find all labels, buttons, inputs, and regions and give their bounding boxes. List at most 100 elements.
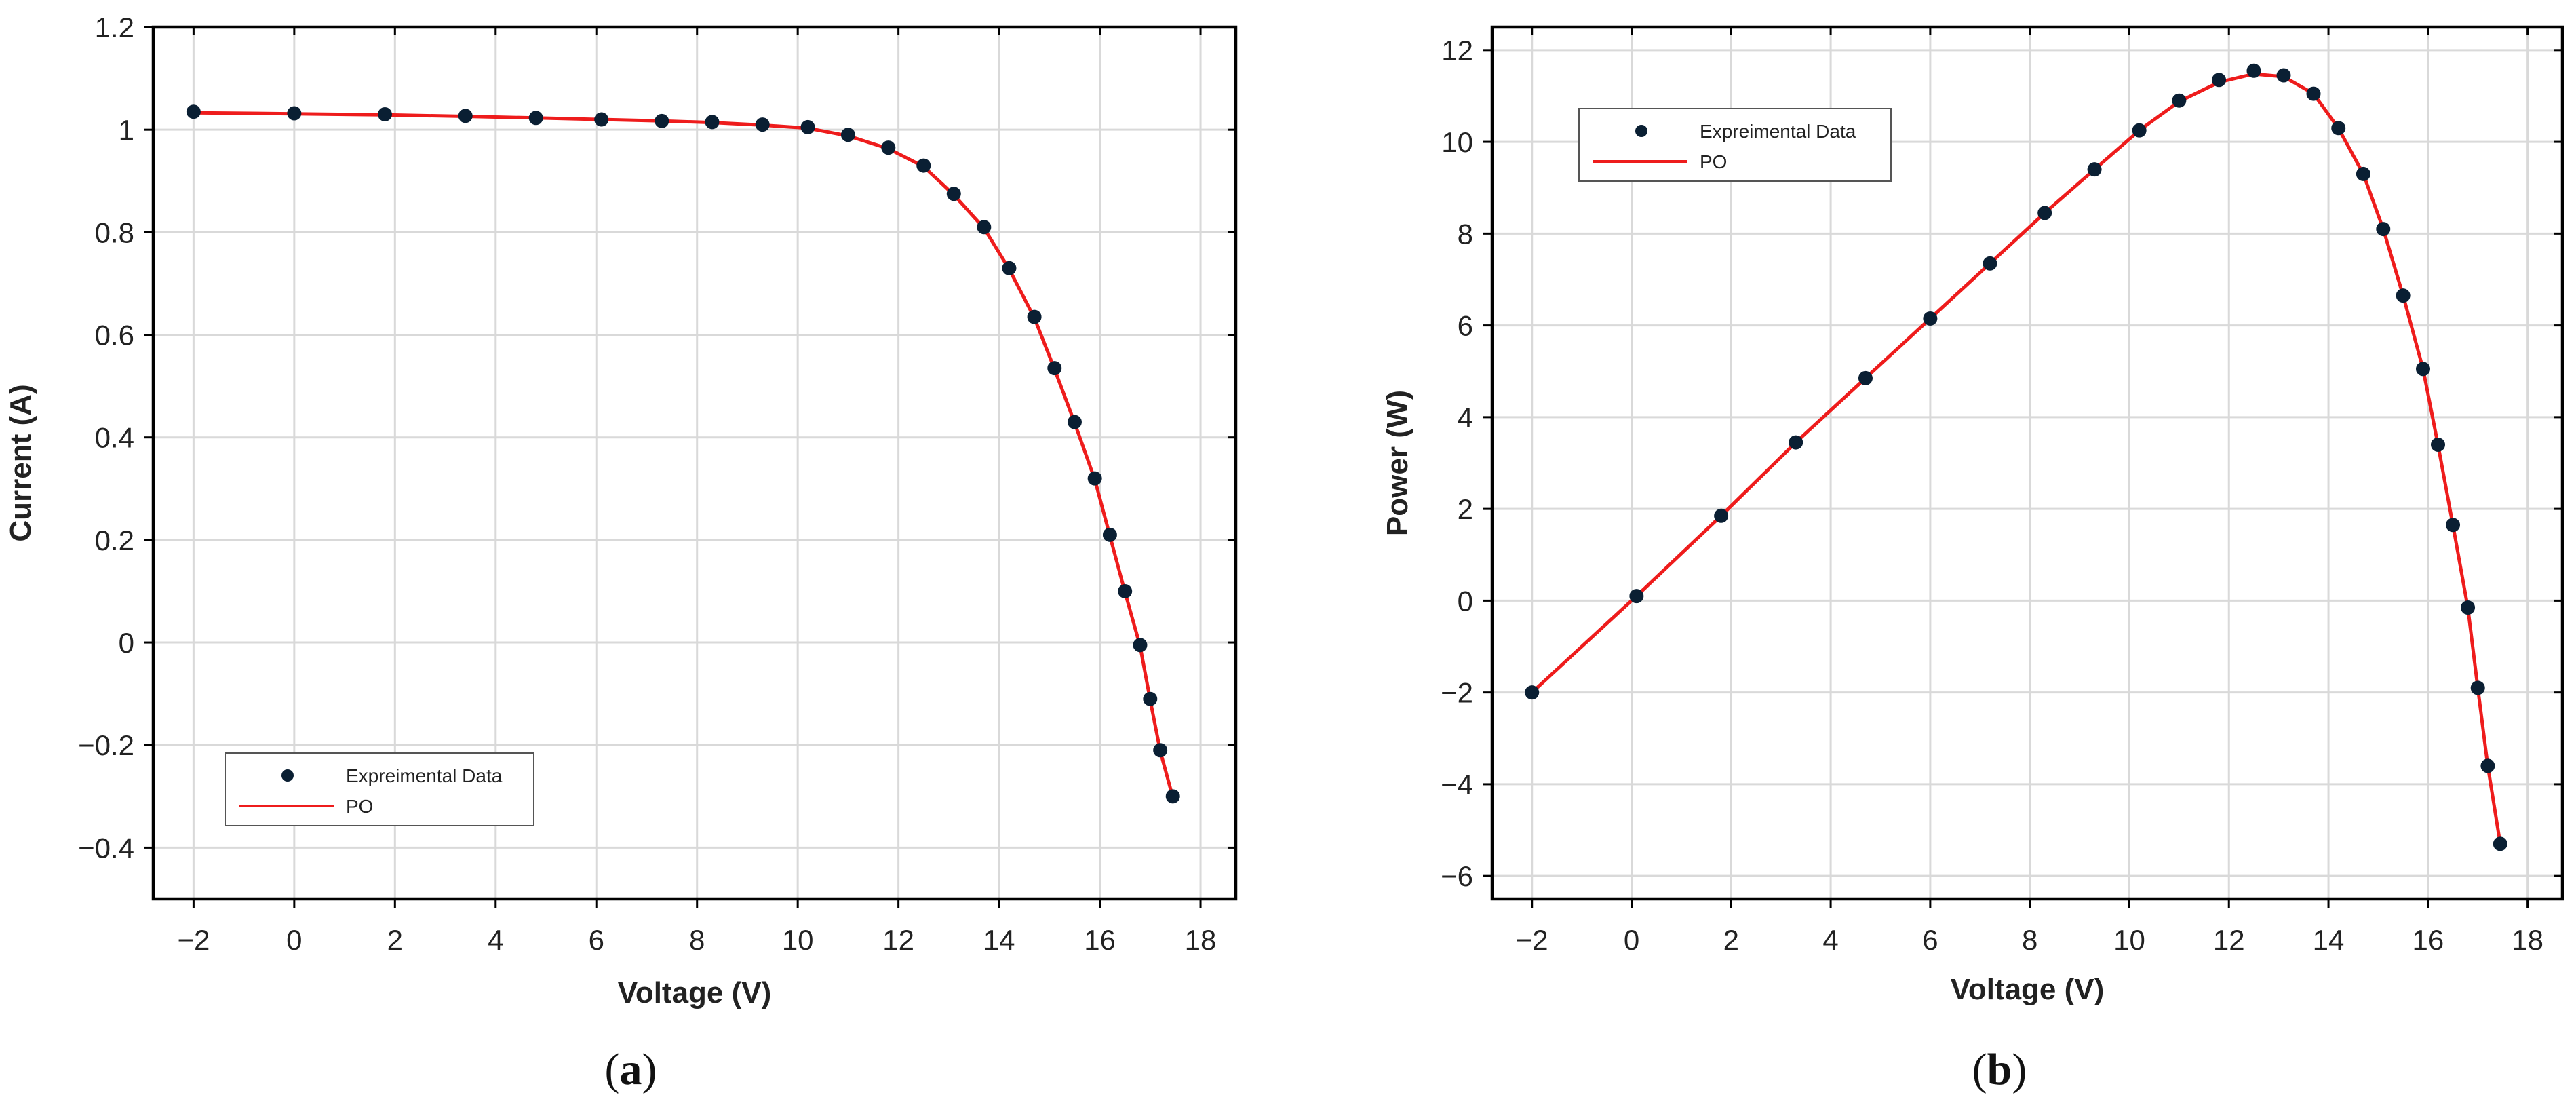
chart-panel-b: −2 0 2 4 6 8 10 12 14 16 18 −6 −4 −2 0 2 4 6 8 10 12 Voltage … bbox=[1381, 25, 2564, 1006]
data-point bbox=[2431, 437, 2446, 452]
caption-b: (b) bbox=[1972, 1045, 2027, 1094]
data-point bbox=[1133, 638, 1148, 653]
y-tick-label: 0.8 bbox=[95, 216, 134, 248]
data-point bbox=[287, 106, 302, 121]
x-tick-label: 12 bbox=[882, 924, 914, 956]
x-tick-label: 10 bbox=[2113, 924, 2145, 956]
data-point bbox=[2461, 600, 2476, 615]
series-markers-experimental bbox=[186, 104, 1180, 804]
data-point bbox=[2480, 758, 2495, 773]
data-point bbox=[1923, 311, 1938, 326]
x-tick-label: 18 bbox=[2512, 924, 2543, 956]
legend-label-po: PO bbox=[346, 796, 373, 817]
data-point bbox=[977, 220, 992, 235]
y-tick-label: 4 bbox=[1458, 402, 1473, 434]
gridlines bbox=[153, 26, 1236, 899]
data-point bbox=[1067, 415, 1082, 429]
data-point bbox=[1153, 743, 1168, 758]
data-point bbox=[2376, 222, 2391, 237]
data-point bbox=[1789, 435, 1803, 450]
y-axis-label: Current (A) bbox=[4, 384, 37, 541]
x-tick-label: 16 bbox=[1084, 924, 1116, 956]
x-tick-label: 8 bbox=[689, 924, 705, 956]
data-point bbox=[186, 104, 201, 119]
data-point bbox=[2246, 63, 2261, 78]
legend-marker-experimental bbox=[1635, 125, 1647, 137]
y-tick-label: 0.6 bbox=[95, 320, 134, 351]
x-tick-label: 4 bbox=[488, 924, 503, 956]
x-tick-label: 0 bbox=[286, 924, 302, 956]
data-point bbox=[946, 187, 961, 201]
y-tick-label: −4 bbox=[1441, 769, 1473, 801]
data-point bbox=[2415, 362, 2430, 377]
data-point bbox=[1629, 589, 1644, 604]
x-tick-label: −2 bbox=[1516, 924, 1548, 956]
x-tick-label: 6 bbox=[1922, 924, 1938, 956]
x-axis-label: Voltage (V) bbox=[618, 976, 772, 1009]
y-tick-label: −0.4 bbox=[78, 832, 134, 864]
data-point bbox=[2493, 836, 2507, 851]
legend-box bbox=[225, 752, 534, 826]
data-point bbox=[2276, 68, 2291, 83]
data-point bbox=[1858, 370, 1873, 385]
data-point bbox=[1165, 789, 1180, 804]
x-axis-label: Voltage (V) bbox=[1951, 973, 2105, 1006]
data-point bbox=[377, 107, 392, 121]
data-point bbox=[2172, 93, 2187, 108]
data-point bbox=[881, 140, 896, 155]
series-markers-experimental bbox=[1525, 63, 2507, 851]
data-point bbox=[1047, 361, 1062, 376]
y-tick-label: 1 bbox=[119, 114, 134, 146]
x-tick-label: 4 bbox=[1822, 924, 1838, 956]
series-line-po bbox=[1531, 72, 2502, 845]
y-tick-label: 1.2 bbox=[95, 12, 134, 43]
plot-frame bbox=[1490, 25, 2564, 901]
y-axis-label: Power (W) bbox=[1381, 390, 1414, 536]
y-tick-label: 2 bbox=[1458, 493, 1473, 525]
y-tick-label: −2 bbox=[1441, 677, 1473, 709]
y-tick-label: 10 bbox=[1441, 126, 1473, 158]
data-point bbox=[2306, 86, 2321, 101]
data-point bbox=[1118, 583, 1133, 598]
legend-label-experimental: Expreimental Data bbox=[1700, 121, 1856, 142]
data-point bbox=[916, 158, 931, 173]
data-point bbox=[705, 115, 720, 130]
gridlines bbox=[1492, 27, 2562, 899]
data-point bbox=[2132, 123, 2147, 138]
x-tick-label: 0 bbox=[1624, 924, 1639, 956]
x-tick-label: 12 bbox=[2213, 924, 2245, 956]
y-tick-label: 0 bbox=[1458, 585, 1473, 617]
data-point bbox=[458, 109, 473, 123]
plot-frame bbox=[151, 25, 1238, 901]
data-point bbox=[1102, 527, 1117, 542]
x-tick-label: 14 bbox=[2313, 924, 2345, 956]
data-point bbox=[2396, 288, 2411, 303]
x-tick-label: 18 bbox=[1185, 924, 1217, 956]
x-tick-label: 6 bbox=[589, 924, 604, 956]
data-point bbox=[755, 117, 770, 132]
y-tick-label: 0.4 bbox=[95, 422, 134, 454]
y-tick-label: −6 bbox=[1441, 860, 1473, 892]
data-point bbox=[594, 112, 609, 127]
y-tick-label: −0.2 bbox=[78, 729, 134, 761]
x-tick-label: 8 bbox=[2022, 924, 2037, 956]
x-tick-label: 14 bbox=[983, 924, 1015, 956]
x-tick-label: 2 bbox=[387, 924, 403, 956]
data-point bbox=[1087, 471, 1102, 486]
y-tick-label: 6 bbox=[1458, 310, 1473, 342]
data-point bbox=[1525, 685, 1540, 700]
data-point bbox=[2331, 121, 2346, 136]
data-point bbox=[2212, 73, 2227, 88]
legend: Expreimental Data PO bbox=[225, 752, 534, 826]
data-point bbox=[528, 111, 543, 126]
legend-marker-experimental bbox=[281, 769, 294, 782]
series-line-po bbox=[193, 111, 1175, 798]
data-point bbox=[1002, 261, 1017, 275]
x-tick-label: 2 bbox=[1723, 924, 1739, 956]
data-point bbox=[1983, 256, 1997, 271]
y-tick-label: 12 bbox=[1441, 35, 1473, 66]
y-tick-label: 0 bbox=[119, 627, 134, 659]
data-point bbox=[2470, 680, 2485, 695]
legend-label-experimental: Expreimental Data bbox=[346, 765, 503, 786]
